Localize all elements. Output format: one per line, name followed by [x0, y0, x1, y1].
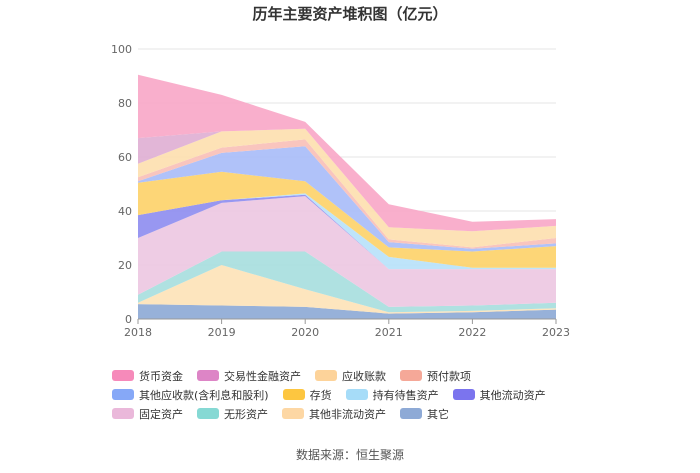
legend-swatch: [112, 370, 134, 381]
area-8: [138, 139, 556, 249]
axes: 0 20 40 60 80 100 2018 2019 2020 2021 2022 2023: [111, 43, 570, 339]
legend-swatch: [400, 370, 422, 381]
legend-item[interactable]: 固定资产: [112, 404, 183, 423]
legend-item[interactable]: 存货: [282, 385, 332, 404]
y-tick-label: 40: [118, 205, 132, 218]
y-tick-label: 60: [118, 151, 132, 164]
area-7: [138, 146, 556, 252]
data-source: 数据来源：恒生聚源: [295, 448, 404, 462]
legend-item[interactable]: 其他流动资产: [452, 385, 546, 404]
legend-label: 其他非流动资产: [309, 407, 386, 421]
x-tick-label: 2022: [458, 326, 486, 339]
y-tick-label: 0: [125, 313, 132, 326]
legend-label: 交易性金融资产: [224, 369, 301, 383]
x-tick-label: 2023: [542, 326, 570, 339]
area-3: [138, 196, 556, 307]
legend-item[interactable]: 预付款项: [400, 366, 471, 385]
legend-label: 其他应收款(含利息和股利): [139, 388, 269, 402]
legend-swatch: [197, 370, 219, 381]
legend-label: 固定资产: [139, 407, 183, 421]
legend-label: 应收账款: [342, 369, 386, 383]
area-11: [138, 74, 556, 232]
legend-swatch: [112, 408, 134, 419]
area-9: [138, 128, 556, 248]
legend-label: 其它: [427, 407, 449, 421]
area-0: [138, 304, 556, 319]
legend-item[interactable]: 其他应收款(含利息和股利): [112, 385, 269, 404]
legend-swatch: [400, 408, 422, 419]
stacked-area-chart: 0 20 40 60 80 100 2018 2019 2020 2021 2022 2023: [111, 43, 570, 339]
legend-item[interactable]: 交易性金融资产: [197, 366, 301, 385]
legend-label: 预付款项: [427, 369, 471, 383]
y-tick-label: 20: [118, 259, 132, 272]
x-tick-label: 2018: [124, 326, 152, 339]
area-4: [138, 194, 556, 270]
legend-item[interactable]: 货币资金: [112, 366, 183, 385]
legend-label: 其他流动资产: [479, 388, 546, 402]
x-tick-label: 2019: [208, 326, 236, 339]
legend-swatch: [197, 408, 219, 419]
legend: 货币资金 交易性金融资产 应收账款 预付款项其他应收款(含利息和股利) 存货 持有待售资产…: [112, 366, 632, 423]
y-tick-label: 80: [118, 97, 132, 110]
x-tick-label: 2021: [375, 326, 403, 339]
area-1: [138, 265, 556, 314]
area-5: [138, 193, 556, 270]
legend-swatch: [282, 408, 304, 419]
area-series: [138, 74, 556, 319]
legend-label: 存货: [309, 388, 332, 402]
chart-title: 历年主要资产堆积图（亿元）: [252, 5, 448, 23]
y-tick-label: 100: [111, 43, 132, 56]
legend-item[interactable]: 其它: [400, 404, 449, 423]
legend-swatch: [112, 389, 134, 400]
legend-label: 货币资金: [139, 369, 183, 383]
legend-label: 无形资产: [224, 407, 268, 421]
legend-item[interactable]: 应收账款: [315, 366, 386, 385]
legend-item[interactable]: 无形资产: [197, 404, 268, 423]
area-6: [138, 171, 556, 268]
legend-item[interactable]: 持有待售资产: [345, 385, 439, 404]
x-tick-label: 2020: [291, 326, 319, 339]
area-2: [138, 251, 556, 313]
legend-swatch: [282, 389, 305, 400]
legend-item[interactable]: 其他非流动资产: [282, 404, 386, 423]
area-10: [138, 128, 556, 232]
legend-swatch: [452, 389, 475, 400]
legend-swatch: [315, 370, 337, 381]
legend-swatch: [345, 389, 368, 400]
legend-label: 持有待售资产: [372, 388, 439, 402]
